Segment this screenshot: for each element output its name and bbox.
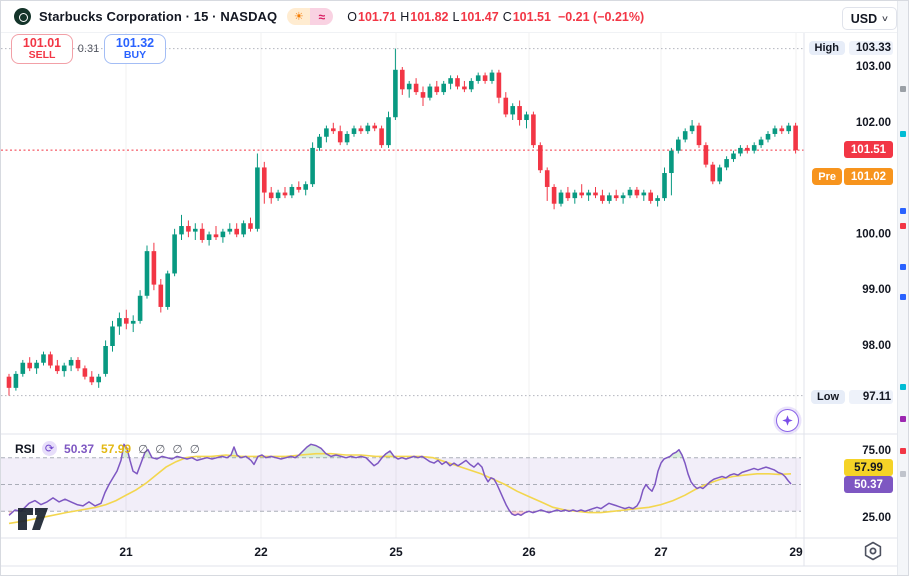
scrollbar-mark: [900, 416, 906, 422]
scrollbar-mark: [900, 294, 906, 300]
premarket-value: 101.02: [844, 168, 893, 185]
rsi-line: [8, 443, 792, 517]
starbucks-logo-icon: [14, 8, 31, 25]
price-tick-label: 103.00: [856, 61, 891, 73]
chart-legend-bar: Starbucks Corporation · 15 · NASDAQ ☀ ≈ …: [1, 1, 898, 33]
sparkle-icon: [782, 415, 793, 426]
rsi-title[interactable]: RSI: [15, 441, 36, 456]
rsi-ma-axis-label: 57.99: [844, 459, 893, 476]
trade-panel: 101.01 SELL 0.31 101.32 BUY: [11, 34, 166, 64]
price-tick-label: 99.00: [862, 284, 891, 296]
candles: [6, 48, 798, 396]
timezone-settings-button[interactable]: [862, 540, 884, 562]
chevron-down-icon: ∨: [880, 14, 890, 23]
buy-price: 101.32: [115, 35, 155, 50]
high-value: 103.33: [849, 40, 893, 55]
time-axis-label[interactable]: 26: [522, 545, 536, 559]
extended-hours-wave-icon[interactable]: ≈: [310, 8, 334, 25]
browser-scrollbar[interactable]: [897, 1, 908, 575]
market-open-sun-icon[interactable]: ☀: [287, 8, 311, 25]
time-axis-label[interactable]: 27: [654, 545, 668, 559]
time-axis-label[interactable]: 25: [389, 545, 403, 559]
premarket-badge: Pre: [812, 168, 842, 185]
scrollbar-mark: [900, 471, 906, 477]
price-tick-label: 98.00: [862, 340, 891, 352]
ai-assistant-button[interactable]: [776, 409, 799, 432]
ohlc-close-label: C: [502, 9, 512, 24]
price-chart-canvas[interactable]: 103.00 102.00 100.00 99.00 98.00 75.00 25.00 21…: [1, 33, 909, 576]
ohlc-open-value: 101.71: [358, 9, 397, 24]
time-axis-label[interactable]: 22: [254, 545, 268, 559]
price-tick-label: 102.00: [856, 117, 891, 129]
rsi-refresh-icon[interactable]: ⟳: [42, 441, 58, 456]
scrollbar-mark: [900, 131, 906, 137]
rsi-tick-label: 25.00: [862, 512, 891, 524]
buy-label: BUY: [123, 49, 147, 62]
scrollbar-mark: [900, 208, 906, 214]
time-axis-label[interactable]: 21: [119, 545, 133, 559]
ohlc-close-value: 101.51: [512, 9, 551, 24]
tradingview-logo: [18, 508, 48, 530]
low-badge: Low: [811, 389, 845, 404]
scrollbar-mark: [900, 264, 906, 270]
rsi-tick-label: 75.00: [862, 445, 891, 457]
currency-selector[interactable]: USD ∨: [841, 7, 897, 30]
buy-button[interactable]: 101.32 BUY: [104, 34, 166, 64]
ohlc-low-label: L: [452, 9, 460, 24]
ohlc-low-value: 101.47: [460, 9, 499, 24]
rsi-ma-line: [8, 452, 792, 525]
premarket-price-row: Pre 101.02: [812, 168, 893, 185]
currency-value: USD: [850, 11, 878, 26]
rsi-value: 50.37: [64, 441, 95, 456]
price-change: −0.21 (−0.21%): [557, 9, 645, 24]
scrollbar-mark: [900, 384, 906, 390]
rsi-ma-value: 57.99: [101, 441, 132, 456]
last-price-label: 101.51: [844, 141, 893, 158]
rsi-legend: RSI ⟳ 50.37 57.99 ∅ ∅ ∅ ∅: [15, 441, 202, 456]
ohlc-high-value: 101.82: [410, 9, 449, 24]
scrollbar-mark: [900, 86, 906, 92]
ohlc-high-label: H: [400, 9, 410, 24]
market-status-pill: ☀ ≈: [287, 8, 334, 25]
ohlc-values: O 101.71 H 101.82 L 101.47 C 101.51 −0.21 (−…: [347, 10, 644, 24]
high-badge: High: [808, 40, 845, 55]
sell-label: SELL: [28, 49, 56, 62]
ohlc-open-label: O: [347, 9, 357, 24]
hexagon-dot-icon: [864, 541, 882, 561]
rsi-overbought-fill: [121, 444, 683, 458]
rsi-value-axis-label: 50.37: [844, 476, 893, 493]
high-price-row: High 103.33: [808, 39, 893, 56]
price-tick-label: 100.00: [856, 228, 891, 240]
low-value: 97.11: [849, 389, 893, 404]
scrollbar-mark: [900, 223, 906, 229]
rsi-empty-values: ∅ ∅ ∅ ∅: [138, 443, 202, 456]
sell-button[interactable]: 101.01 SELL: [11, 34, 73, 64]
scrollbar-mark: [900, 448, 906, 454]
sell-price: 101.01: [22, 35, 62, 50]
spread-value: 0.31: [77, 43, 100, 55]
time-axis-label[interactable]: 29: [789, 545, 803, 559]
low-price-row: Low 97.11: [811, 388, 893, 405]
symbol-title[interactable]: Starbucks Corporation · 15 · NASDAQ: [39, 9, 278, 24]
